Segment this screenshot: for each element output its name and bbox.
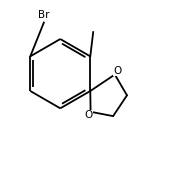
Text: O: O xyxy=(113,66,122,76)
Text: Br: Br xyxy=(38,10,50,20)
Text: O: O xyxy=(85,110,93,120)
